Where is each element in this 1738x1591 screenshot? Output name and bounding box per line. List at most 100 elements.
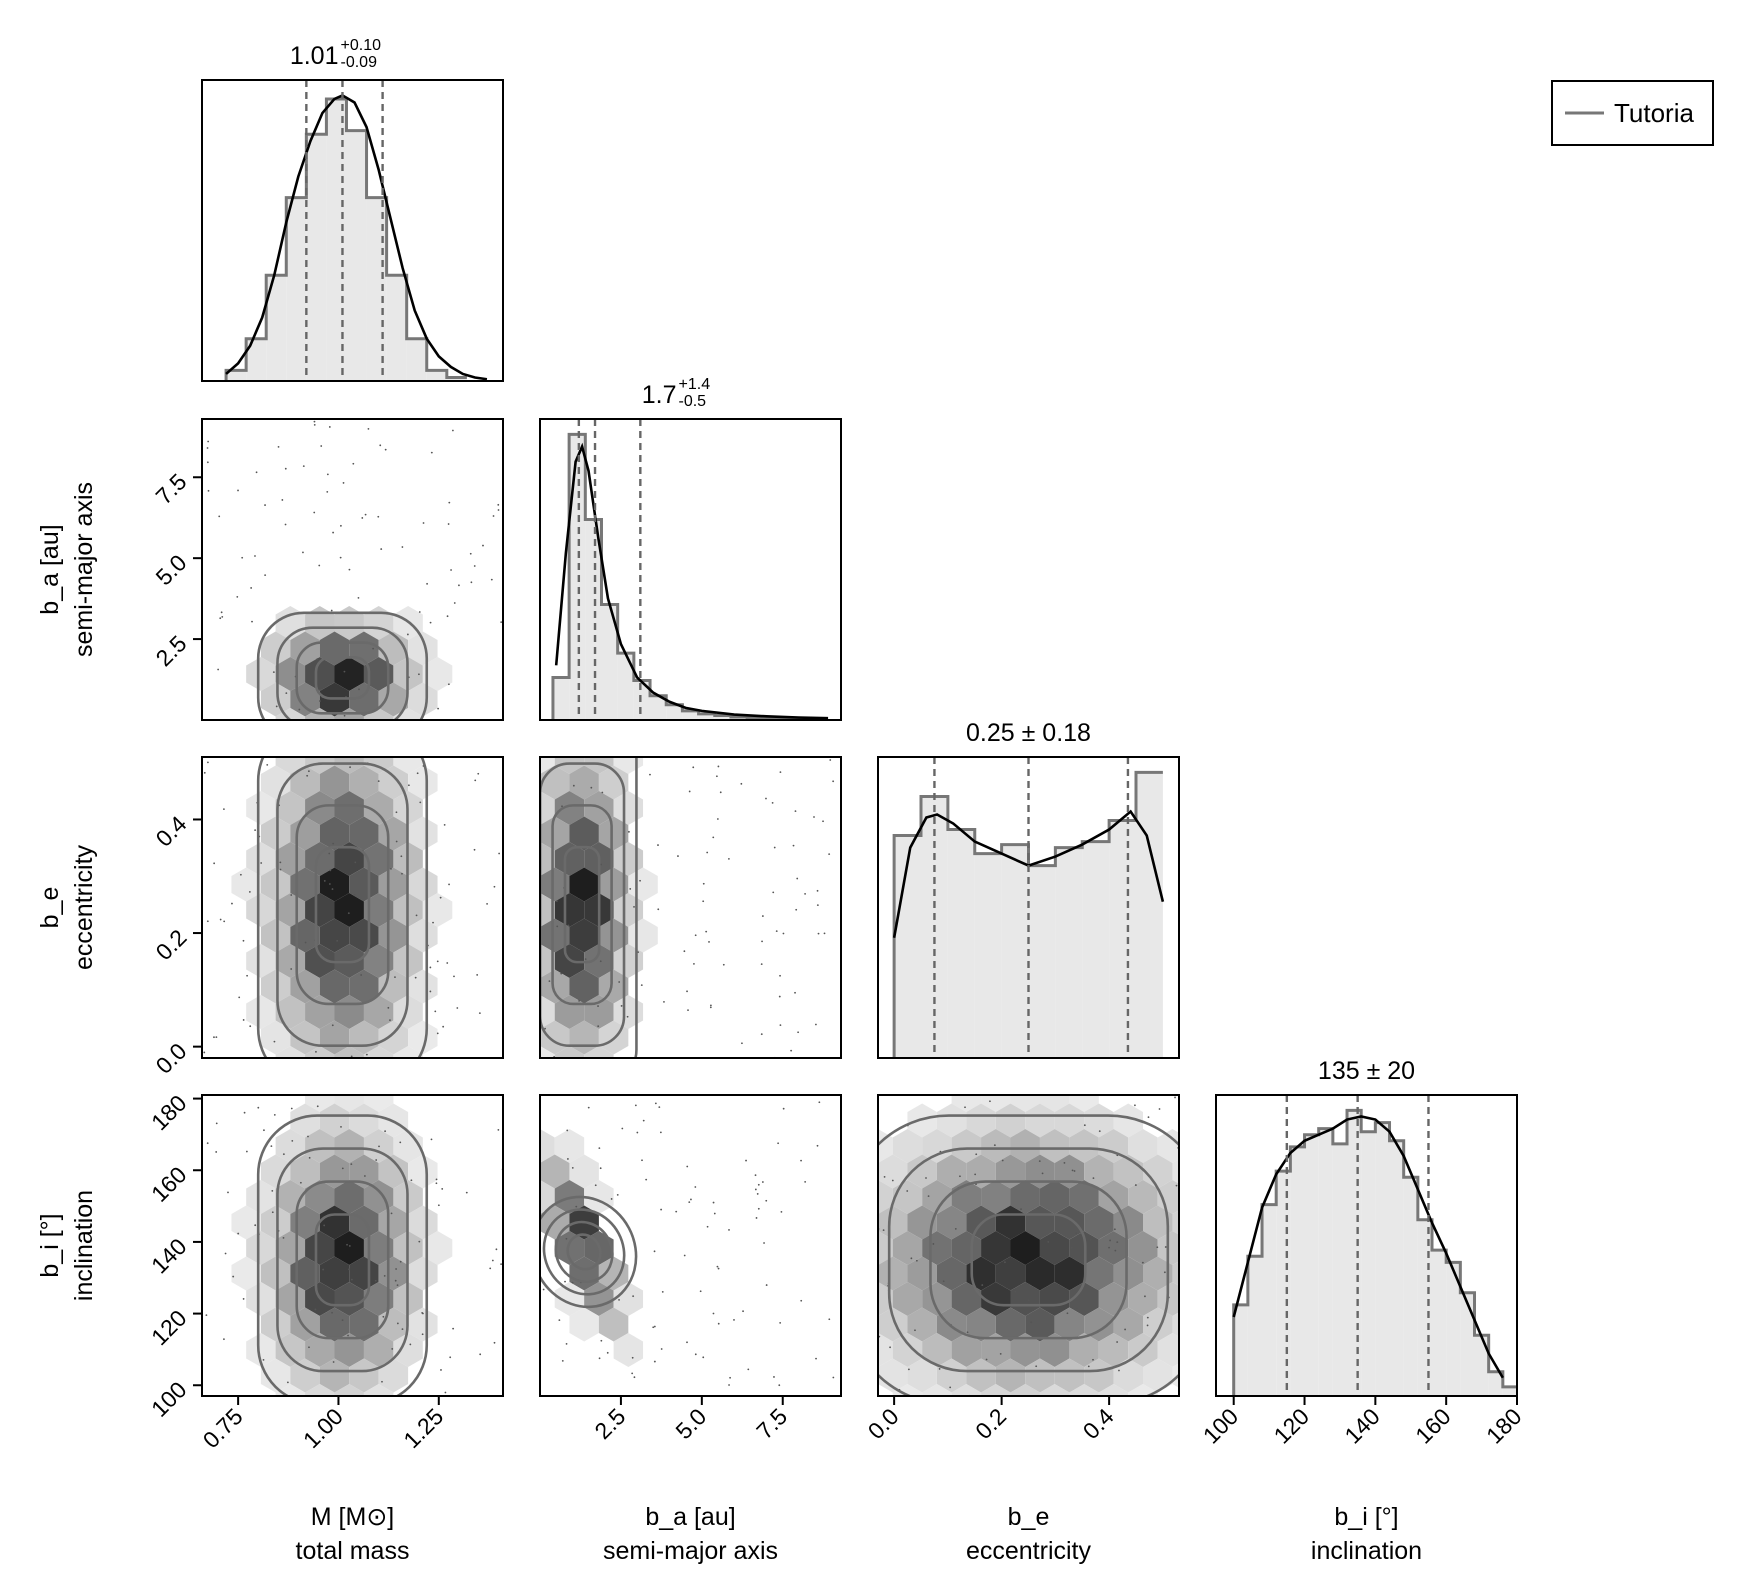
hexbin-cell bbox=[319, 765, 350, 800]
hist-bar bbox=[569, 434, 586, 720]
sample-point bbox=[299, 1181, 302, 1184]
sample-point bbox=[796, 877, 799, 880]
sample-point bbox=[469, 552, 472, 555]
sample-point bbox=[771, 801, 774, 804]
hexbin-cell bbox=[393, 995, 423, 1029]
x-axis-label-line2: total mass bbox=[296, 1537, 410, 1565]
hexbin-cell bbox=[246, 791, 276, 825]
hexbin-cell bbox=[1054, 1103, 1085, 1138]
sample-point bbox=[658, 1106, 661, 1109]
hist-bar bbox=[226, 370, 247, 381]
sample-point bbox=[284, 467, 287, 470]
hexbin-cell bbox=[349, 1205, 379, 1240]
sample-point bbox=[418, 1240, 421, 1243]
sample-point bbox=[277, 445, 280, 448]
hexbin-cell bbox=[378, 682, 409, 717]
sample-point bbox=[448, 501, 451, 504]
sample-point bbox=[959, 1175, 961, 1178]
sample-point bbox=[328, 883, 331, 885]
hexbin-cell bbox=[408, 867, 438, 902]
hexbin-cell bbox=[1128, 1384, 1158, 1396]
sample-point bbox=[275, 705, 278, 708]
hexbin-cell bbox=[349, 969, 379, 1004]
sample-point bbox=[255, 471, 258, 474]
sample-point bbox=[353, 893, 356, 896]
sample-point bbox=[804, 892, 806, 895]
sample-point bbox=[273, 1114, 276, 1116]
sample-point bbox=[975, 1153, 978, 1156]
sample-point bbox=[223, 1338, 225, 1341]
y-axis-label: b_e eccentricity bbox=[36, 844, 98, 970]
sample-point bbox=[754, 1174, 757, 1177]
hexbin-cell bbox=[393, 1046, 423, 1058]
sample-point bbox=[1156, 1246, 1159, 1249]
hist-bar bbox=[1488, 1371, 1503, 1396]
hexbin-cell bbox=[408, 816, 438, 851]
sample-point bbox=[780, 1211, 783, 1213]
sample-point bbox=[932, 1243, 935, 1245]
hexbin-cell bbox=[878, 1333, 893, 1367]
hexbin-cell bbox=[408, 682, 438, 717]
hexbin-cell bbox=[334, 791, 364, 825]
x-tick-label: 140 bbox=[1339, 1403, 1385, 1449]
panel-frame bbox=[877, 1094, 1180, 1397]
sample-point bbox=[600, 1339, 603, 1342]
sample-point bbox=[640, 984, 643, 987]
sample-point bbox=[382, 1315, 385, 1318]
sample-point bbox=[284, 523, 287, 526]
sample-point bbox=[745, 1159, 747, 1162]
sample-point bbox=[882, 1229, 885, 1231]
hexbin-cell bbox=[260, 1307, 291, 1342]
sample-point bbox=[482, 544, 484, 547]
sample-point bbox=[396, 1284, 399, 1287]
hexbin-cell bbox=[1187, 1231, 1216, 1265]
sample-point bbox=[437, 1204, 440, 1207]
sample-point bbox=[383, 1274, 386, 1277]
hexbin-cell bbox=[1025, 1410, 1054, 1444]
sample-point bbox=[375, 1159, 378, 1161]
hexbin-cell bbox=[378, 1020, 409, 1055]
y-axis-label: b_i [°] inclination bbox=[36, 1190, 98, 1301]
hexbin-cell bbox=[584, 1046, 614, 1058]
sample-point bbox=[692, 766, 695, 769]
hexbin-cell bbox=[1084, 1307, 1114, 1342]
hexbin-cell bbox=[569, 1154, 599, 1189]
sample-point bbox=[832, 1376, 835, 1379]
hexbin-cell bbox=[554, 842, 585, 876]
sample-point bbox=[437, 707, 440, 710]
hist-bar bbox=[1389, 1140, 1404, 1396]
hexbin-cell bbox=[907, 1154, 937, 1189]
hexbin-cell bbox=[246, 1231, 276, 1265]
hexbin-cell bbox=[260, 1205, 291, 1240]
hexbin-cell bbox=[260, 1154, 291, 1189]
sample-point bbox=[778, 1384, 781, 1387]
hexbin-cell bbox=[422, 893, 453, 927]
hist-bar bbox=[601, 604, 618, 720]
hexbin-cell bbox=[363, 1231, 394, 1265]
hexbin-cell bbox=[1172, 1312, 1179, 1337]
sample-point bbox=[954, 1228, 957, 1230]
hexbin-cell bbox=[349, 765, 379, 800]
hexbin-cell bbox=[290, 765, 320, 800]
sample-point bbox=[702, 882, 705, 885]
hexbin-cell bbox=[1054, 1256, 1085, 1291]
sample-point bbox=[451, 429, 454, 432]
sample-point bbox=[458, 584, 460, 587]
sample-point bbox=[323, 1224, 326, 1227]
sample-point bbox=[621, 1127, 624, 1130]
sample-point bbox=[316, 658, 319, 660]
sample-point bbox=[610, 1198, 613, 1200]
hexbin-cell bbox=[290, 1020, 320, 1055]
hexbin-cell bbox=[966, 1103, 996, 1138]
sample-point bbox=[378, 1145, 380, 1148]
hexbin-cell bbox=[275, 1046, 306, 1058]
hexbin-cell bbox=[231, 1256, 261, 1291]
hexbin-cell bbox=[540, 867, 570, 902]
hexbin-cell bbox=[878, 1180, 893, 1214]
hist-bar bbox=[682, 710, 699, 720]
hexbin-cell bbox=[408, 1020, 438, 1055]
hexbin-cell bbox=[305, 842, 335, 876]
hexbin-cell bbox=[1157, 1129, 1179, 1163]
hexbin-cell bbox=[1098, 1384, 1129, 1396]
contour-line bbox=[256, 611, 429, 720]
